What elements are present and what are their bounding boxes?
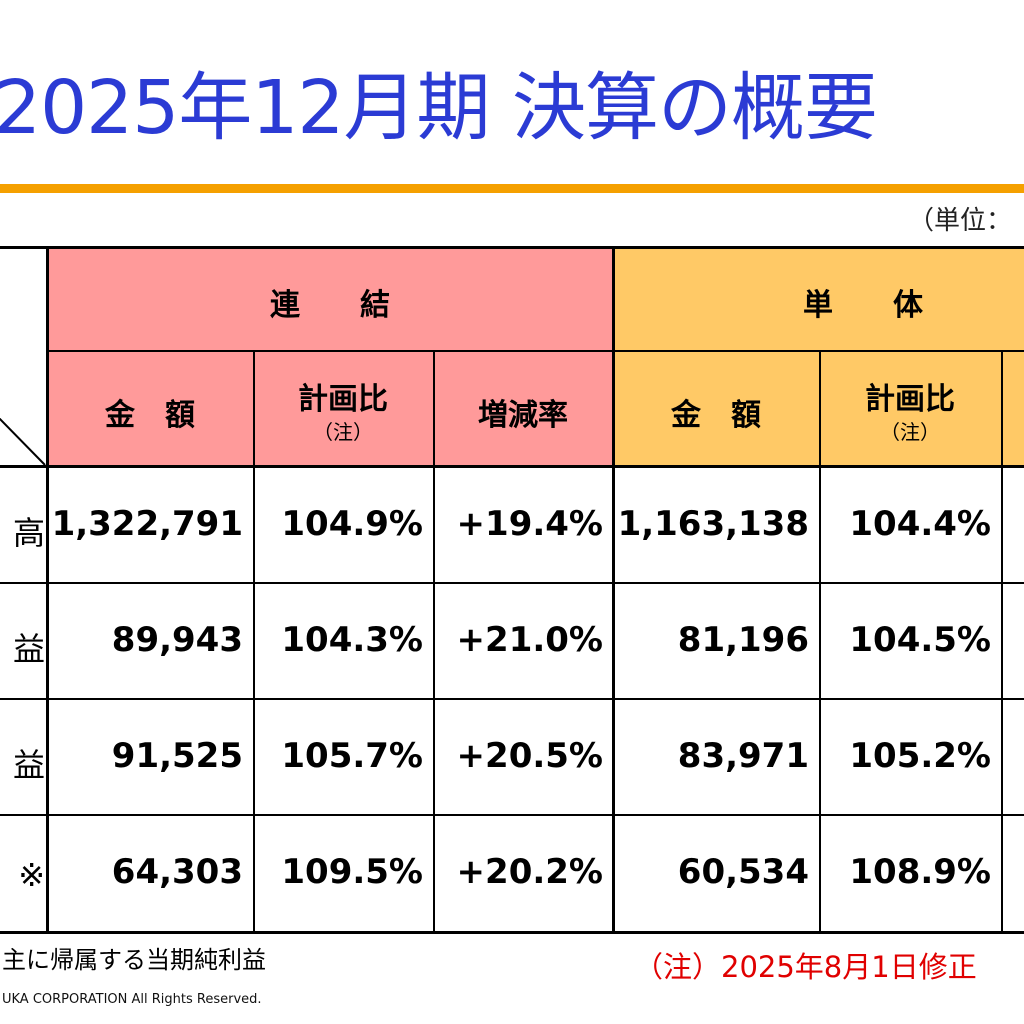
unit-label: （単位： (908, 206, 1013, 236)
s-amount-value: 1,163,138 (617, 504, 809, 544)
c-amount-value: 1,322,791 (51, 504, 243, 544)
col-header-c-growth-label: 増減率 (478, 398, 568, 433)
c-amount-value: 91,525 (111, 736, 243, 776)
footnote-right: （注）2025年8月1日修正 (634, 950, 977, 984)
row-label: 高 (12, 514, 45, 552)
c-plan-value: 104.9% (281, 504, 423, 544)
row-label: ※ (18, 856, 45, 894)
table-divider (253, 350, 255, 934)
c-growth-value: +19.4% (456, 504, 603, 544)
col-header-s-plan: 計画比 （注） (819, 350, 1001, 466)
c-plan-value: 109.5% (281, 852, 423, 892)
s-amount-value: 81,196 (677, 620, 809, 660)
table-divider (0, 698, 1024, 700)
footnote-left: 主に帰属する当期純利益 (2, 946, 266, 974)
results-table: 連 結 単 体 金 額 計画比 （注） 増減率 金 額 計画比 （注） 高 1,… (0, 246, 1024, 936)
consolidated-group-header: 連 結 (47, 246, 613, 350)
col-header-c-plan-label: 計画比 (298, 382, 388, 417)
s-plan-value: 108.9% (849, 852, 991, 892)
nonconsolidated-group-label: 単 体 (803, 288, 923, 323)
table-border-top (0, 246, 1024, 249)
copyright-text: UKA CORPORATION All Rights Reserved. (2, 992, 262, 1007)
c-growth-value: +20.2% (456, 852, 603, 892)
c-plan-value: 104.3% (281, 620, 423, 660)
row-label: 益 (12, 746, 45, 784)
col-header-s-amount-label: 金 額 (671, 398, 761, 433)
col-header-c-amount: 金 額 (47, 350, 253, 466)
header-diagonal-line (0, 417, 46, 466)
col-header-c-growth: 増減率 (433, 350, 613, 466)
table-divider (0, 814, 1024, 816)
col-header-c-plan-note: （注） (313, 420, 373, 444)
table-header-divider (0, 465, 1024, 468)
table-divider (0, 582, 1024, 584)
consolidated-header-bg (47, 246, 613, 466)
col-header-s-amount: 金 額 (613, 350, 819, 466)
page-title: 2025年12月期 決算の概要 (0, 65, 878, 151)
table-divider (612, 246, 615, 934)
table-divider (47, 350, 1024, 352)
c-amount-value: 64,303 (111, 852, 243, 892)
c-amount-value: 89,943 (111, 620, 243, 660)
col-header-c-amount-label: 金 額 (105, 398, 195, 433)
s-plan-value: 105.2% (849, 736, 991, 776)
table-divider (819, 350, 821, 934)
title-underline (0, 184, 1024, 193)
s-amount-value: 83,971 (677, 736, 809, 776)
s-amount-value: 60,534 (677, 852, 809, 892)
table-divider (433, 350, 435, 934)
s-plan-value: 104.4% (849, 504, 991, 544)
table-border-bottom (0, 931, 1024, 934)
table-divider (46, 246, 49, 934)
nonconsolidated-header-bg (613, 246, 1024, 466)
col-header-c-plan: 計画比 （注） (253, 350, 433, 466)
c-growth-value: +21.0% (456, 620, 603, 660)
c-growth-value: +20.5% (456, 736, 603, 776)
col-header-s-plan-label: 計画比 (865, 382, 955, 417)
nonconsolidated-group-header: 単 体 (613, 246, 1024, 350)
consolidated-group-label: 連 結 (270, 288, 390, 323)
row-label: 益 (12, 630, 45, 668)
s-plan-value: 104.5% (849, 620, 991, 660)
c-plan-value: 105.7% (281, 736, 423, 776)
col-header-s-plan-note: （注） (880, 420, 940, 444)
table-divider (1001, 350, 1003, 934)
